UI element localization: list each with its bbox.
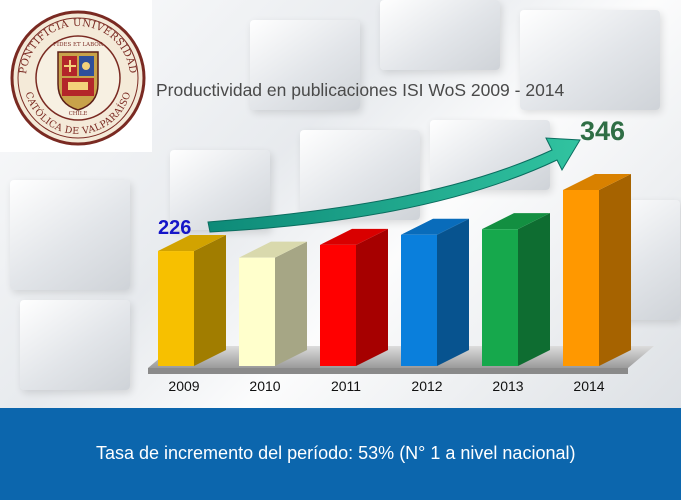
seal-motto: FIDES ET LABOR xyxy=(53,42,104,48)
bar-top-2011 xyxy=(320,228,388,245)
bar-front-2011 xyxy=(320,244,356,366)
bar-chart: 2009 2010 2011 2012 2013 2014 226 346 xyxy=(148,116,654,394)
x-tick-label: 2012 xyxy=(411,378,442,394)
seal-graphic: PONTIFICIA UNIVERSIDAD CATÓLICA DE VALPA… xyxy=(10,10,146,146)
chart-floor-edge xyxy=(148,368,628,374)
footnote-text: Tasa de incremento del período: 53% (N° … xyxy=(96,443,576,463)
x-tick-label: 2010 xyxy=(249,378,280,394)
bar-front-2013 xyxy=(482,229,518,366)
bar-side-2013 xyxy=(518,213,550,366)
x-tick-label: 2009 xyxy=(168,378,199,394)
bar-front-2012 xyxy=(401,234,437,366)
bar-side-2011 xyxy=(356,228,388,366)
x-tick-label: 2013 xyxy=(492,378,523,394)
bg-cube xyxy=(520,10,660,110)
bg-cube xyxy=(20,300,130,390)
trend-arrow xyxy=(207,137,581,233)
bg-cube xyxy=(380,0,500,70)
bg-cube xyxy=(10,180,130,290)
bg-cube xyxy=(250,20,360,110)
x-tick-label: 2014 xyxy=(573,378,604,394)
bar-side-2014 xyxy=(599,174,631,366)
bar-2009 xyxy=(158,235,226,366)
bar-2010 xyxy=(239,241,307,366)
bar-2012 xyxy=(401,218,469,366)
start-value-label: 226 xyxy=(158,217,191,239)
bar-side-2010 xyxy=(275,241,307,366)
bar-side-2012 xyxy=(437,218,469,366)
university-seal: PONTIFICIA UNIVERSIDAD CATÓLICA DE VALPA… xyxy=(0,0,152,152)
seal-country: CHILE xyxy=(69,111,88,117)
chart-title: Productividad en publicaciones ISI WoS 2… xyxy=(156,80,565,100)
bar-2011 xyxy=(320,228,388,366)
bottom-banner xyxy=(0,408,681,500)
bar-front-2014 xyxy=(563,190,599,366)
bar-2013 xyxy=(482,213,550,366)
bar-side-2009 xyxy=(194,235,226,366)
bar-front-2010 xyxy=(239,257,275,366)
bar-front-2009 xyxy=(158,251,194,366)
x-tick-label: 2011 xyxy=(331,378,361,394)
bar-top-2013 xyxy=(482,213,550,230)
end-value-label: 346 xyxy=(580,116,625,146)
bar-top-2012 xyxy=(401,218,469,235)
bg-cube xyxy=(170,150,270,230)
bar-top-2010 xyxy=(239,241,307,258)
bar-top-2009 xyxy=(158,235,226,252)
bar-2014 xyxy=(563,174,631,366)
bar-top-2014 xyxy=(563,174,631,190)
